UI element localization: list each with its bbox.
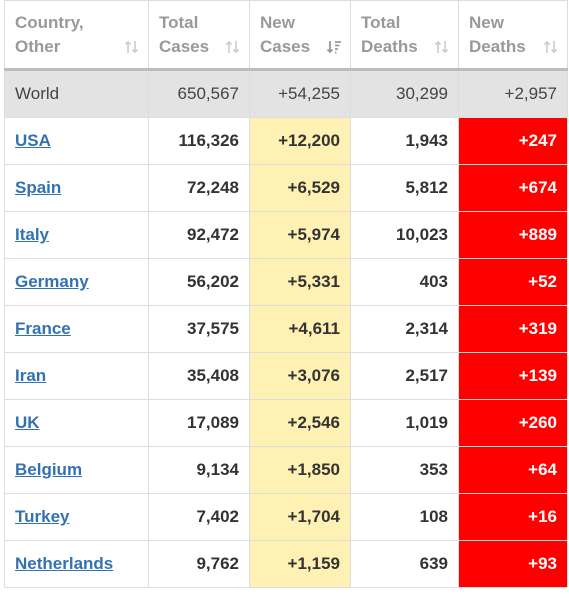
header-label-line2: Cases xyxy=(159,37,210,56)
total-cases-cell: 72,248 xyxy=(148,164,250,212)
world-new-cases-cell: +54,255 xyxy=(249,69,351,118)
table-row: France 37,575 +4,611 2,314 +319 xyxy=(4,305,568,353)
new-deaths-cell: +889 xyxy=(458,211,568,259)
header-label-line2: Other xyxy=(15,37,61,56)
covid-table-container: Country, Other Total Cases New Cases xyxy=(4,0,568,588)
new-deaths-cell: +319 xyxy=(458,305,568,353)
sort-arrows-icon[interactable] xyxy=(543,39,559,55)
new-deaths-cell: +674 xyxy=(458,164,568,212)
new-cases-cell: +4,611 xyxy=(249,305,351,353)
total-cases-cell: 56,202 xyxy=(148,258,250,306)
sort-arrows-icon[interactable] xyxy=(434,39,450,55)
table-row: Spain 72,248 +6,529 5,812 +674 xyxy=(4,164,568,212)
total-cases-cell: 92,472 xyxy=(148,211,250,259)
country-link[interactable]: Iran xyxy=(15,366,47,385)
new-deaths-cell: +260 xyxy=(458,399,568,447)
header-label-line2: Deaths xyxy=(361,37,418,56)
header-label-line1: New xyxy=(260,13,295,32)
total-cases-cell: 17,089 xyxy=(148,399,250,447)
total-deaths-cell: 403 xyxy=(350,258,459,306)
country-name-cell: Belgium xyxy=(4,446,149,494)
header-label-line1: New xyxy=(469,13,504,32)
country-link[interactable]: Germany xyxy=(15,272,89,291)
country-name-cell: Iran xyxy=(4,352,149,400)
country-link[interactable]: Turkey xyxy=(15,507,70,526)
world-total-row: World 650,567 +54,255 30,299 +2,957 xyxy=(4,69,568,118)
new-deaths-cell: +52 xyxy=(458,258,568,306)
world-total-deaths-cell: 30,299 xyxy=(350,69,459,118)
country-name-cell: Turkey xyxy=(4,493,149,541)
new-deaths-cell: +139 xyxy=(458,352,568,400)
total-deaths-cell: 2,517 xyxy=(350,352,459,400)
country-name-cell: Netherlands xyxy=(4,540,149,588)
new-deaths-cell: +93 xyxy=(458,540,568,588)
country-name-cell: Italy xyxy=(4,211,149,259)
total-deaths-cell: 2,314 xyxy=(350,305,459,353)
country-link[interactable]: France xyxy=(15,319,71,338)
total-cases-cell: 116,326 xyxy=(148,117,250,165)
table-row: Netherlands 9,762 +1,159 639 +93 xyxy=(4,540,568,588)
total-deaths-cell: 353 xyxy=(350,446,459,494)
new-deaths-cell: +247 xyxy=(458,117,568,165)
header-label-line2: Deaths xyxy=(469,37,526,56)
new-cases-cell: +6,529 xyxy=(249,164,351,212)
new-deaths-cell: +64 xyxy=(458,446,568,494)
header-label-line1: Total xyxy=(159,13,199,32)
sort-arrows-icon[interactable] xyxy=(225,39,241,55)
country-link[interactable]: Netherlands xyxy=(15,554,114,573)
country-link[interactable]: USA xyxy=(15,131,51,150)
table-row: Belgium 9,134 +1,850 353 +64 xyxy=(4,446,568,494)
table-row: UK 17,089 +2,546 1,019 +260 xyxy=(4,399,568,447)
total-cases-cell: 35,408 xyxy=(148,352,250,400)
total-deaths-cell: 1,019 xyxy=(350,399,459,447)
header-label-line1: Country, xyxy=(15,13,84,32)
header-label-line1: Total xyxy=(361,13,401,32)
table-row: USA 116,326 +12,200 1,943 +247 xyxy=(4,117,568,165)
country-name-cell: Germany xyxy=(4,258,149,306)
total-cases-cell: 37,575 xyxy=(148,305,250,353)
total-deaths-cell: 639 xyxy=(350,540,459,588)
country-name-cell: France xyxy=(4,305,149,353)
column-header-new-cases[interactable]: New Cases xyxy=(249,0,351,71)
new-cases-cell: +12,200 xyxy=(249,117,351,165)
column-header-new-deaths[interactable]: New Deaths xyxy=(458,0,568,71)
column-header-total-cases[interactable]: Total Cases xyxy=(148,0,250,71)
world-new-deaths-cell: +2,957 xyxy=(458,69,568,118)
new-cases-cell: +1,704 xyxy=(249,493,351,541)
total-cases-cell: 7,402 xyxy=(148,493,250,541)
new-cases-cell: +3,076 xyxy=(249,352,351,400)
column-header-total-deaths[interactable]: Total Deaths xyxy=(350,0,459,71)
country-link[interactable]: Belgium xyxy=(15,460,83,479)
table-row: Iran 35,408 +3,076 2,517 +139 xyxy=(4,352,568,400)
new-cases-cell: +5,331 xyxy=(249,258,351,306)
world-name-cell: World xyxy=(4,69,149,118)
sort-arrows-icon[interactable] xyxy=(124,39,140,55)
total-deaths-cell: 1,943 xyxy=(350,117,459,165)
new-cases-cell: +1,159 xyxy=(249,540,351,588)
header-row: Country, Other Total Cases New Cases xyxy=(4,0,568,71)
column-header-country[interactable]: Country, Other xyxy=(4,0,149,71)
covid-stats-table: Country, Other Total Cases New Cases xyxy=(4,0,568,588)
table-row: Turkey 7,402 +1,704 108 +16 xyxy=(4,493,568,541)
country-link[interactable]: UK xyxy=(15,413,40,432)
country-name-cell: Spain xyxy=(4,164,149,212)
total-cases-cell: 9,134 xyxy=(148,446,250,494)
total-deaths-cell: 108 xyxy=(350,493,459,541)
country-link[interactable]: Italy xyxy=(15,225,50,244)
world-total-cases-cell: 650,567 xyxy=(148,69,250,118)
country-name-cell: USA xyxy=(4,117,149,165)
total-deaths-cell: 10,023 xyxy=(350,211,459,259)
new-deaths-cell: +16 xyxy=(458,493,568,541)
country-name-cell: UK xyxy=(4,399,149,447)
sort-descending-icon[interactable] xyxy=(326,39,342,55)
table-row: Germany 56,202 +5,331 403 +52 xyxy=(4,258,568,306)
new-cases-cell: +2,546 xyxy=(249,399,351,447)
country-link[interactable]: Spain xyxy=(15,178,62,197)
total-cases-cell: 9,762 xyxy=(148,540,250,588)
table-row: Italy 92,472 +5,974 10,023 +889 xyxy=(4,211,568,259)
new-cases-cell: +1,850 xyxy=(249,446,351,494)
total-deaths-cell: 5,812 xyxy=(350,164,459,212)
header-label-line2: Cases xyxy=(260,37,311,56)
new-cases-cell: +5,974 xyxy=(249,211,351,259)
